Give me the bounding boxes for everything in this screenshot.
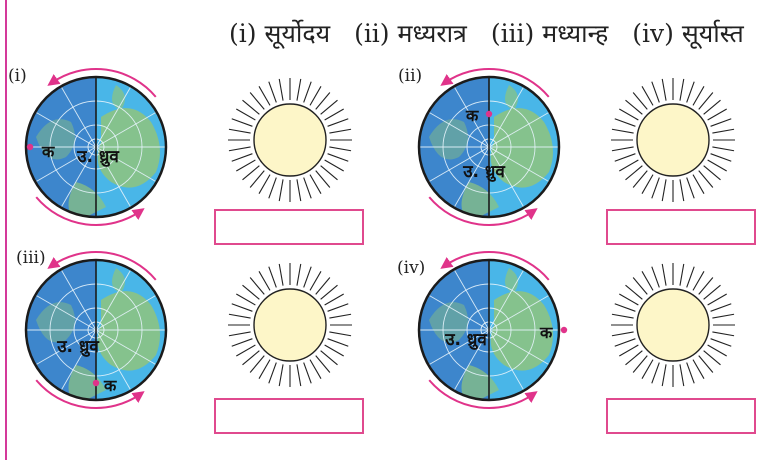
answer-box-ii[interactable] (606, 209, 756, 245)
sun-icon (228, 78, 352, 202)
legend-item-sunrise: (i) सूर्योदय (229, 19, 331, 48)
margin-line (5, 0, 7, 460)
pole-label: उ. ध्रुव (56, 337, 100, 357)
legend-item-midnight: (ii) मध्यरात्र (354, 19, 467, 48)
legend-item-noon: (iii) मध्यान्ह (490, 19, 609, 48)
rotation-arrow-bottom (35, 196, 145, 226)
answer-box-iv[interactable] (606, 398, 756, 434)
rotation-arrow-bottom (428, 379, 538, 409)
rotation-arrow-top (440, 251, 550, 281)
sun-icon (611, 263, 735, 387)
point-marker (26, 143, 34, 151)
point-label: क (41, 142, 55, 161)
globe-1: उ. ध्रुव क (24, 68, 168, 226)
rotation-arrow-bottom (35, 379, 145, 409)
pole-label: उ. ध्रुव (76, 147, 120, 167)
point-label: क (465, 106, 479, 125)
panel-label-iii: (iii) (16, 248, 46, 268)
point-label: क (103, 376, 117, 395)
rotation-arrow-top (47, 68, 157, 98)
answer-box-i[interactable] (214, 209, 364, 245)
sun-icon (228, 263, 352, 387)
panel-label-iv: (iv) (397, 258, 426, 278)
pole-label: उ. ध्रुव (444, 330, 488, 350)
point-marker (485, 110, 493, 118)
panel-label-i: (i) (8, 66, 27, 86)
point-marker (560, 326, 568, 334)
sun-icon (611, 78, 735, 202)
point-marker (92, 379, 100, 387)
panel-label-ii: (ii) (398, 66, 423, 86)
globe-3: उ. ध्रुवक (24, 251, 168, 409)
rotation-arrow-top (47, 251, 157, 281)
rotation-arrow-top (440, 68, 550, 98)
answer-box-iii[interactable] (214, 398, 364, 434)
legend: (i) सूर्योदय (ii) मध्यरात्र (iii) मध्यान… (229, 16, 744, 50)
point-label: क (539, 323, 553, 342)
legend-item-sunset: (iv) सूर्यास्त (632, 19, 744, 48)
globe-2: उ. ध्रुव क (417, 68, 561, 226)
globe-4: उ. ध्रुव क (417, 251, 568, 409)
pole-label: उ. ध्रुव (462, 162, 506, 182)
rotation-arrow-bottom (428, 196, 538, 226)
